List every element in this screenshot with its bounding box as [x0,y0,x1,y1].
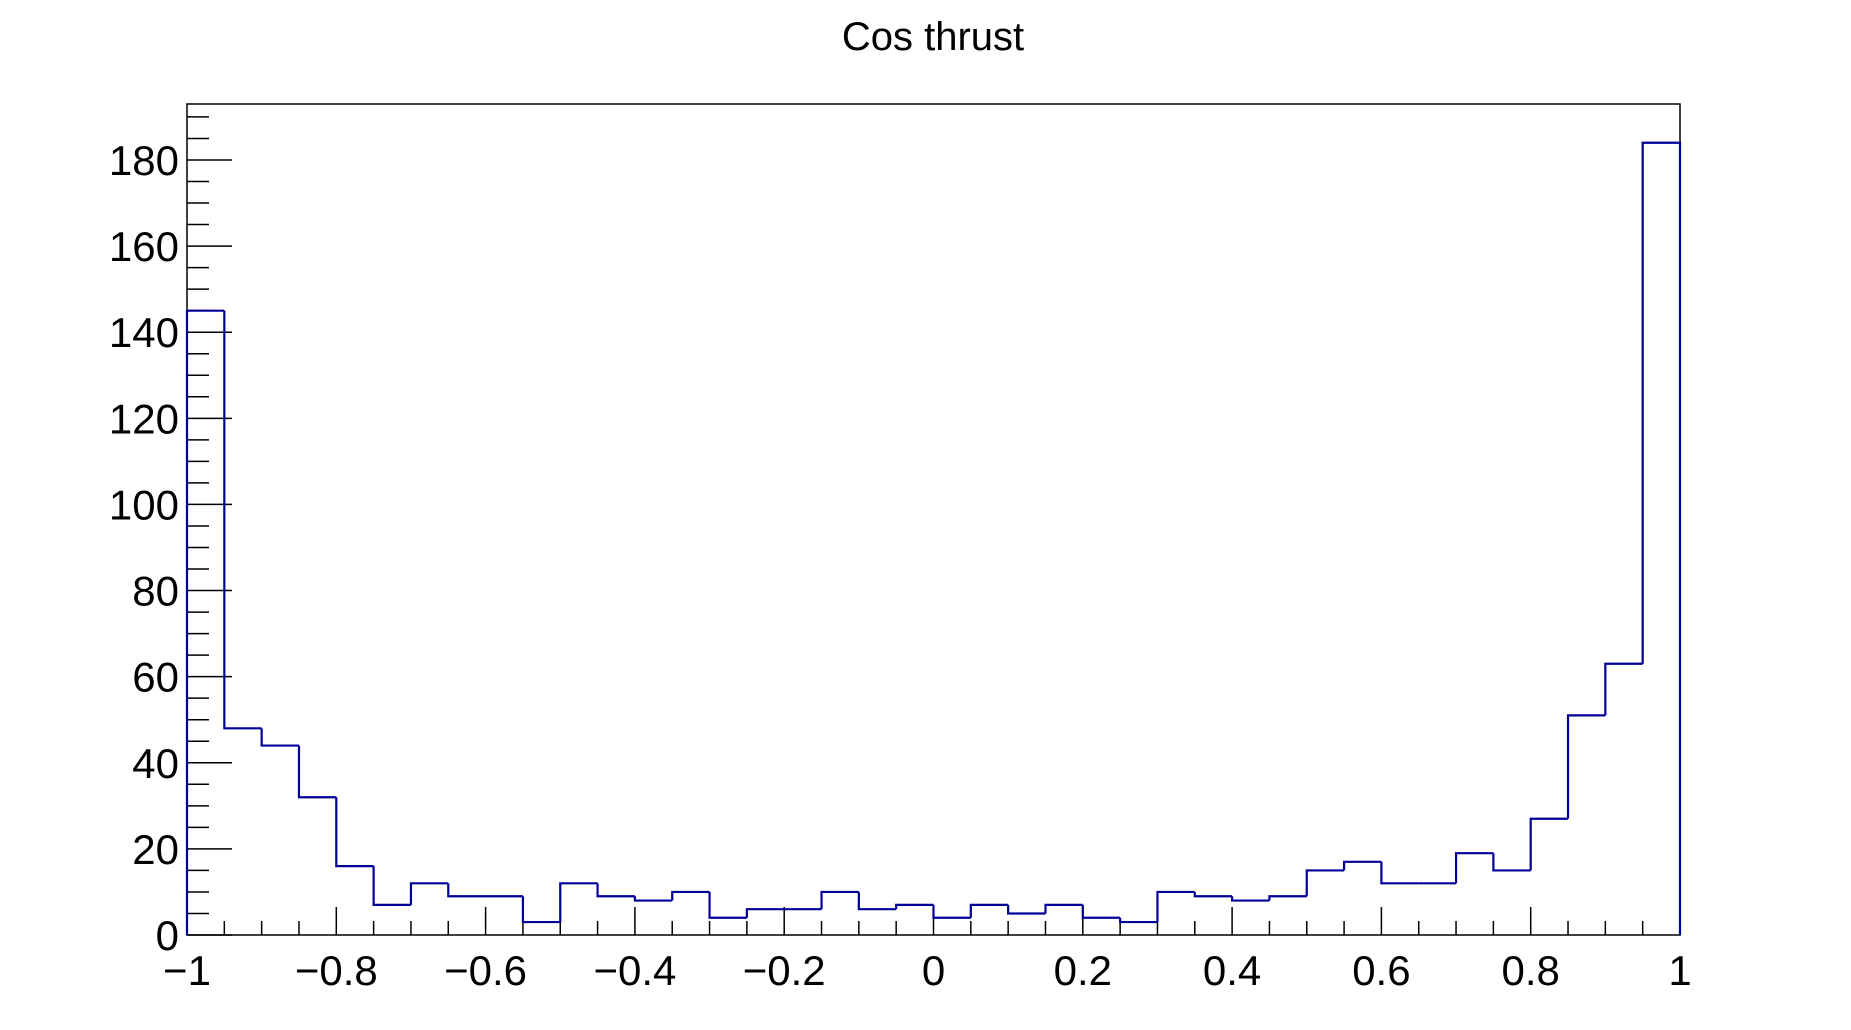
histogram-series [185,141,1682,935]
x-minor-ticks [223,921,1644,935]
histogram-bin [1454,852,1494,884]
y-tick-label: 40 [132,740,179,787]
histogram-bin [1081,904,1121,919]
histogram-bin [372,866,411,906]
x-tick-label: −0.8 [295,947,378,994]
y-tick-label: 100 [109,481,179,528]
histogram-bin [671,890,710,901]
y-tick-label: 180 [109,137,179,184]
y-tick-label: 80 [132,568,179,615]
histogram-bin [857,891,897,911]
histogram-bin [1380,861,1419,885]
x-tick-label: 0.4 [1203,947,1261,994]
histogram-bin [409,882,449,905]
histogram-bin [1305,869,1345,897]
histogram-bin [1119,917,1158,924]
histogram-bin [1156,890,1195,923]
histogram-bin [633,896,673,902]
histogram-bin [1193,891,1233,898]
histogram-bin [1641,141,1682,935]
histogram-bin [596,883,635,898]
y-tick-label: 20 [132,826,179,873]
histogram-bin [1492,853,1531,872]
y-tick-label: 0 [156,912,179,959]
histogram-bin [1529,817,1569,871]
histogram-bin [1342,860,1382,871]
histogram-bin [1007,904,1046,915]
histogram-bin [820,890,859,910]
histogram-bin [1566,714,1606,819]
x-tick-label: 0.8 [1502,947,1560,994]
x-tick-label: −0.4 [593,947,676,994]
histogram-bin [185,309,225,935]
y-tick-labels: 0 20 40 60 80 100 120 140 160 180 [109,137,179,959]
histogram-bin [297,745,337,799]
histogram-bin [1268,895,1307,901]
y-tick-label: 120 [109,395,179,442]
histogram-bin [223,310,262,730]
y-tick-label: 60 [132,654,179,701]
histogram-bin [708,891,747,919]
x-tick-label: −1 [163,947,211,994]
x-tick-labels: −1 −0.8 −0.6 −0.4 −0.2 0 0.2 0.4 0.6 0.8 1 [163,947,1692,994]
y-tick-label: 160 [109,223,179,270]
x-tick-label: 0.6 [1352,947,1410,994]
y-major-ticks [187,159,232,936]
x-tick-label: −0.2 [743,947,826,994]
histogram-bin [969,903,1009,918]
histogram-bin [559,882,598,923]
x-tick-label: 1 [1668,947,1691,994]
plot-frame [186,103,1681,936]
histogram-bin [1231,896,1270,902]
histogram-bin [745,908,785,918]
y-tick-label: 140 [109,309,179,356]
histogram-bin [521,896,561,924]
chart-title: Cos thrust [842,15,1024,59]
histogram-bin [1044,903,1083,914]
histogram-bin [335,797,374,868]
x-tick-label: 0.2 [1054,947,1112,994]
histogram-bin [932,904,971,919]
x-tick-label: −0.6 [444,947,527,994]
y-minor-ticks [187,116,209,915]
histogram-bin [447,883,486,898]
histogram-bin [260,728,299,747]
x-tick-label: 0 [922,947,945,994]
histogram-bin [895,903,934,910]
histogram-bin [1604,662,1643,716]
